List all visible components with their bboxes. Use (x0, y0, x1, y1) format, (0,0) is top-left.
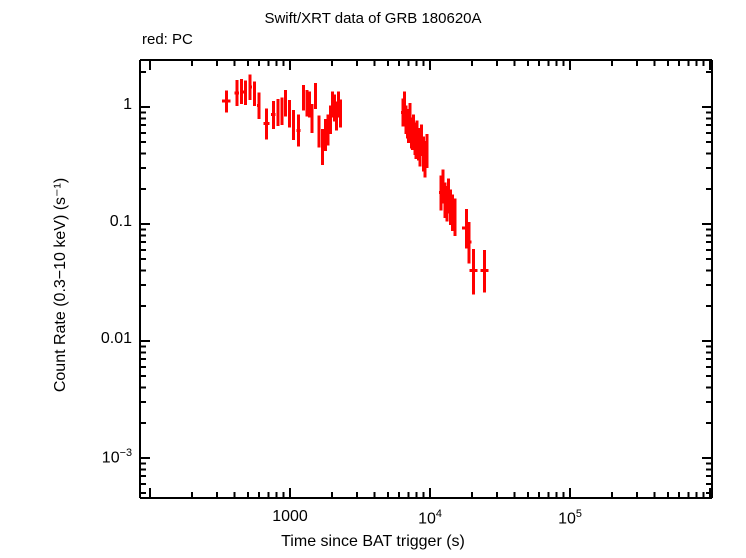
x-axis-title: Time since BAT trigger (s) (281, 533, 465, 550)
y-tick-label: 10−3 (101, 447, 132, 467)
x-tick-label: 104 (418, 508, 442, 528)
y-axis-title: Count Rate (0.3−10 keV) (s⁻¹) (52, 177, 69, 393)
y-axis-ticks (140, 70, 712, 495)
data-series-pc (222, 74, 489, 295)
legend-entry-pc: red: PC (142, 31, 193, 48)
x-tick-label: 1000 (272, 508, 308, 525)
chart-title: Swift/XRT data of GRB 180620A (264, 10, 482, 27)
axis-frame (139, 59, 713, 499)
y-tick-label: 1 (123, 96, 132, 113)
x-axis-ticks (149, 60, 711, 498)
x-tick-label: 105 (558, 508, 582, 528)
y-tick-label: 0.1 (109, 213, 132, 230)
y-tick-label: 0.01 (100, 330, 132, 347)
